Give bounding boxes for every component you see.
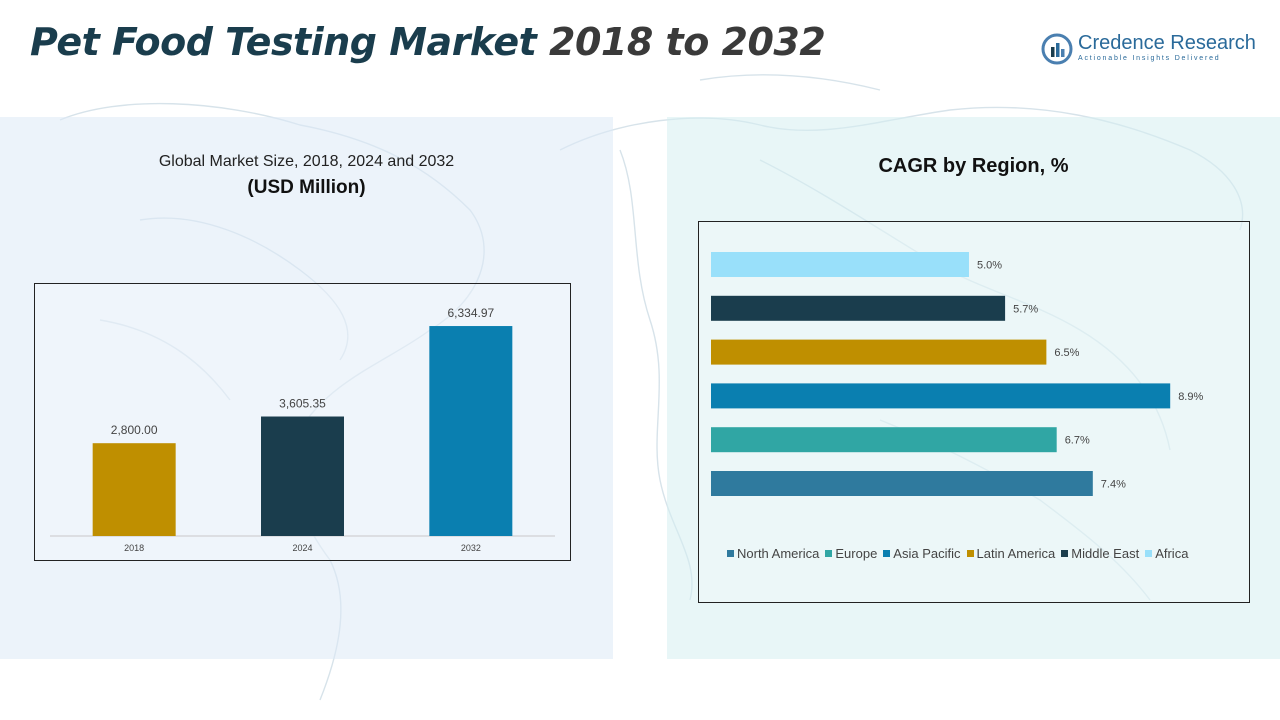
market-size-subtitle: Global Market Size, 2018, 2024 and 2032 <box>158 153 455 170</box>
legend-item: Latin America <box>966 546 1056 561</box>
brand-logo: Credence Research Actionable Insights De… <box>1040 32 1260 68</box>
bar-value-label: 5.7% <box>1013 303 1038 315</box>
bar-value-label: 8.9% <box>1178 391 1203 403</box>
bar-africa <box>711 252 969 277</box>
legend-swatch <box>1145 550 1153 557</box>
legend-item: Africa <box>1145 546 1188 561</box>
cagr-chart: 5.0% 5.7% 6.5% 8.9% 6.7% 7.4% North America Eu… <box>698 221 1250 603</box>
x-tick-label: 2024 <box>292 543 312 553</box>
legend-label: Latin America <box>976 546 1056 561</box>
bar-value-label: 5.0% <box>977 260 1002 272</box>
cagr-bar-chart: 5.0% 5.7% 6.5% 8.9% 6.7% 7.4% <box>711 252 1203 496</box>
logo-name: Credence Research <box>1078 32 1256 54</box>
cagr-chart-title: CAGR by Region, % <box>878 155 1069 177</box>
market-size-unit: (USD Million) <box>247 177 366 198</box>
legend-label: Asia Pacific <box>893 546 961 561</box>
legend-label: Europe <box>835 546 878 561</box>
bar-2018 <box>92 443 176 536</box>
bar-2032 <box>429 326 513 536</box>
logo-tagline: Actionable Insights Delivered <box>1078 55 1221 62</box>
legend-swatch <box>825 550 833 557</box>
market-size-chart: 2,800.00 2018 3,605.35 2024 6,334.97 2032 <box>34 283 571 561</box>
bar-north-america <box>711 471 1093 496</box>
legend-swatch <box>966 550 974 557</box>
bar-middle-east <box>711 295 1006 321</box>
bar-value-label: 2,800.00 <box>111 423 158 437</box>
title-market-name: Pet Food Testing Market <box>30 20 537 64</box>
title-year-range: 2018 to 2032 <box>549 20 826 64</box>
bar-value-label: 6,334.97 <box>447 306 494 320</box>
legend-swatch <box>727 550 734 557</box>
cagr-legend: North America Europe Asia Pacific Latin Ame… <box>727 546 1188 561</box>
bar-europe <box>711 427 1057 453</box>
legend-item: Middle East <box>1061 546 1139 561</box>
legend-item: North America <box>727 546 819 561</box>
legend-label: North America <box>737 546 820 561</box>
bar-value-label: 6.5% <box>1054 347 1079 359</box>
bar-2024 <box>261 416 344 536</box>
x-tick-label: 2032 <box>461 543 481 553</box>
bar-asia-pacific <box>711 383 1171 409</box>
legend-item: Europe <box>825 546 877 561</box>
legend-item: Asia Pacific <box>883 546 961 561</box>
credence-logo-icon <box>1041 33 1073 65</box>
bar-value-label: 7.4% <box>1101 479 1126 491</box>
bar-latin-america <box>711 339 1047 365</box>
bar-value-label: 6.7% <box>1065 435 1090 447</box>
legend-swatch <box>883 550 891 557</box>
legend-label: Africa <box>1155 546 1189 561</box>
bar-value-label: 3,605.35 <box>279 397 326 411</box>
page-title: Pet Food Testing Market 2018 to 2032 <box>30 20 826 64</box>
legend-swatch <box>1061 550 1069 557</box>
legend-label: Middle East <box>1071 546 1140 561</box>
x-tick-label: 2018 <box>124 543 144 553</box>
market-size-bar-chart: 2,800.00 2018 3,605.35 2024 6,334.97 2032 <box>50 306 555 553</box>
